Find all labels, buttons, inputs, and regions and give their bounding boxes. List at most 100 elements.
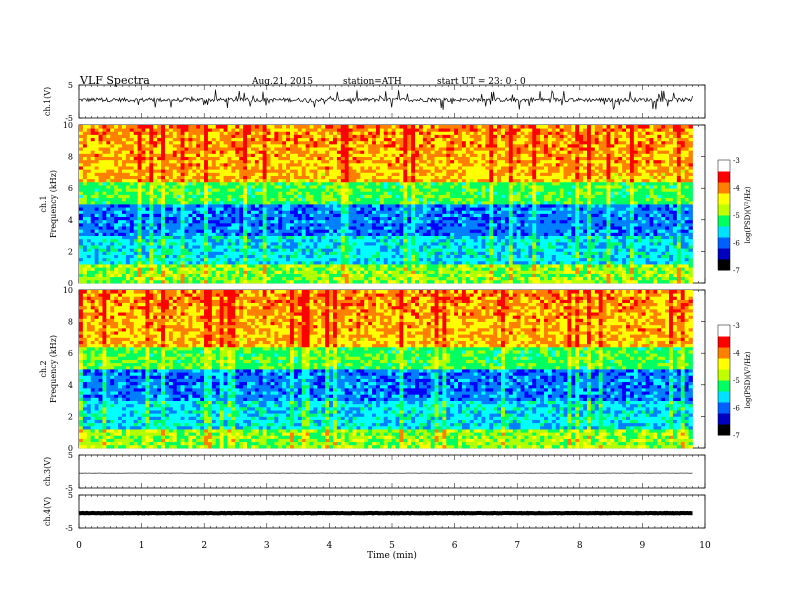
spectrogram-cell [364,245,369,249]
spectrogram-cell [329,166,334,170]
spectrogram-cell [387,273,392,278]
spectrogram-cell [192,213,197,218]
spectrogram-cell [317,147,322,151]
spectrogram-cell [141,226,146,230]
spectrogram-cell [399,143,404,148]
spectrogram-cell [297,200,303,205]
spectrogram-cell [121,166,127,170]
spectrogram-cell [356,181,361,186]
spectrogram-cell [161,147,166,151]
spectrogram-cell [262,226,267,230]
spectrogram-cell [98,270,103,274]
spectrogram-cell [262,137,267,142]
spectrogram-cell [399,216,404,221]
spectrogram-cell [196,264,201,268]
spectrogram-cell [153,134,158,139]
spectrogram-cell [352,254,357,259]
spectrogram-cell [344,188,350,192]
spectrogram-cell [121,181,127,186]
spectrogram-cell [211,245,217,249]
spectrogram-cell [426,248,432,252]
spectrogram-cell [309,257,314,262]
spectrogram-cell [340,194,346,199]
spectrogram-cell [172,200,178,205]
spectrogram-cell [290,178,295,183]
spectrogram-cell [118,241,123,246]
spectrogram-cell [204,156,209,161]
spectrogram-cell [254,207,260,211]
spectrogram-cell [176,232,181,236]
spectrogram-cell [231,200,236,205]
spectrogram-cell [407,150,412,154]
spectrogram-cell [141,156,146,161]
spectrogram-cell [254,270,260,274]
spectrogram-cell [399,279,404,284]
spectrogram-cell [204,257,209,262]
spectrogram-cell [422,175,428,180]
spectrogram-cell [407,134,412,139]
spectrogram-cell [188,166,193,170]
spectrogram-cell [387,153,392,157]
spectrogram-cell [352,251,357,255]
spectrogram-cell [133,210,139,214]
spectrogram-cell [317,125,322,129]
spectrogram-cell [368,254,373,259]
spectrogram-cell [98,254,103,259]
spectrogram-cell [176,200,181,205]
spectrogram-cell [94,181,99,186]
spectrogram-cell [145,178,150,183]
spectrogram-cell [219,260,224,265]
spectrogram-cell [121,172,127,176]
spectrogram-cell [332,238,338,243]
spectrogram-cell [418,147,424,151]
spectrogram-cell [301,181,307,186]
spectrogram-cell [375,175,381,180]
spectrogram-cell [266,207,271,211]
spectrogram-cell [247,137,252,142]
spectrogram-cell [110,279,115,284]
spectrogram-cell [344,257,350,262]
spectrogram-cell [336,219,342,224]
spectrogram-cell [102,153,107,157]
spectrogram-cell [207,213,213,218]
spectrogram-cell [79,238,84,243]
spectrogram-cell [196,270,201,274]
spectrogram-cell [411,270,416,274]
spectrogram-cell [86,178,92,183]
spectrogram-cell [372,156,377,161]
spectrogram-cell [239,279,244,284]
spectrogram-cell [305,229,310,233]
spectrogram-cell [430,216,435,221]
spectrogram-cell [274,178,279,183]
spectrogram-cell [250,216,256,221]
spectrogram-cell [94,125,99,129]
spectrogram-cell [188,267,193,271]
spectrogram-cell [266,260,271,265]
spectrogram-cell [262,279,267,284]
spectrogram-cell [231,267,236,271]
spectrogram-cell [383,159,389,164]
spectrogram-cell [215,125,221,129]
spectrogram-cell [184,222,189,227]
spectrogram-cell [227,273,232,278]
spectrogram-cell [79,204,84,208]
spectrogram-cell [102,188,107,192]
spectrogram-cell [219,267,224,271]
spectrogram-cell [250,175,256,180]
spectrogram-cell [121,197,127,202]
spectrogram-cell [137,248,142,252]
spectrogram-cell [274,188,279,192]
spectrogram-cell [254,264,260,268]
spectrogram-cell [258,175,264,180]
spectrogram-cell [114,260,119,265]
spectrogram-cell [411,140,416,145]
spectrogram-cell [418,267,424,271]
spectrogram-cell [192,200,197,205]
spectrogram-cell [325,219,330,224]
spectrogram-cell [219,216,224,221]
spectrogram-cell [262,162,267,167]
spectrogram-cell [204,172,209,176]
spectrogram-cell [356,159,361,164]
spectrogram-cell [243,178,248,183]
spectrogram-cell [379,213,385,218]
